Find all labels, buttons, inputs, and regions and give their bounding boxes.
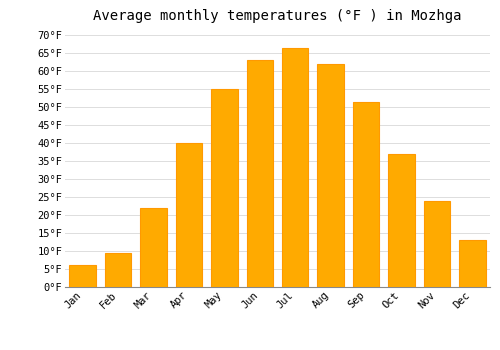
Bar: [318, 64, 344, 287]
Bar: [211, 89, 238, 287]
Bar: [246, 60, 273, 287]
Bar: [424, 201, 450, 287]
Bar: [70, 265, 96, 287]
Bar: [282, 48, 308, 287]
Bar: [353, 102, 380, 287]
Bar: [105, 253, 132, 287]
Bar: [176, 143, 202, 287]
Bar: [459, 240, 485, 287]
Bar: [388, 154, 414, 287]
Bar: [140, 208, 167, 287]
Title: Average monthly temperatures (°F ) in Mozhga: Average monthly temperatures (°F ) in Mo…: [93, 9, 462, 23]
